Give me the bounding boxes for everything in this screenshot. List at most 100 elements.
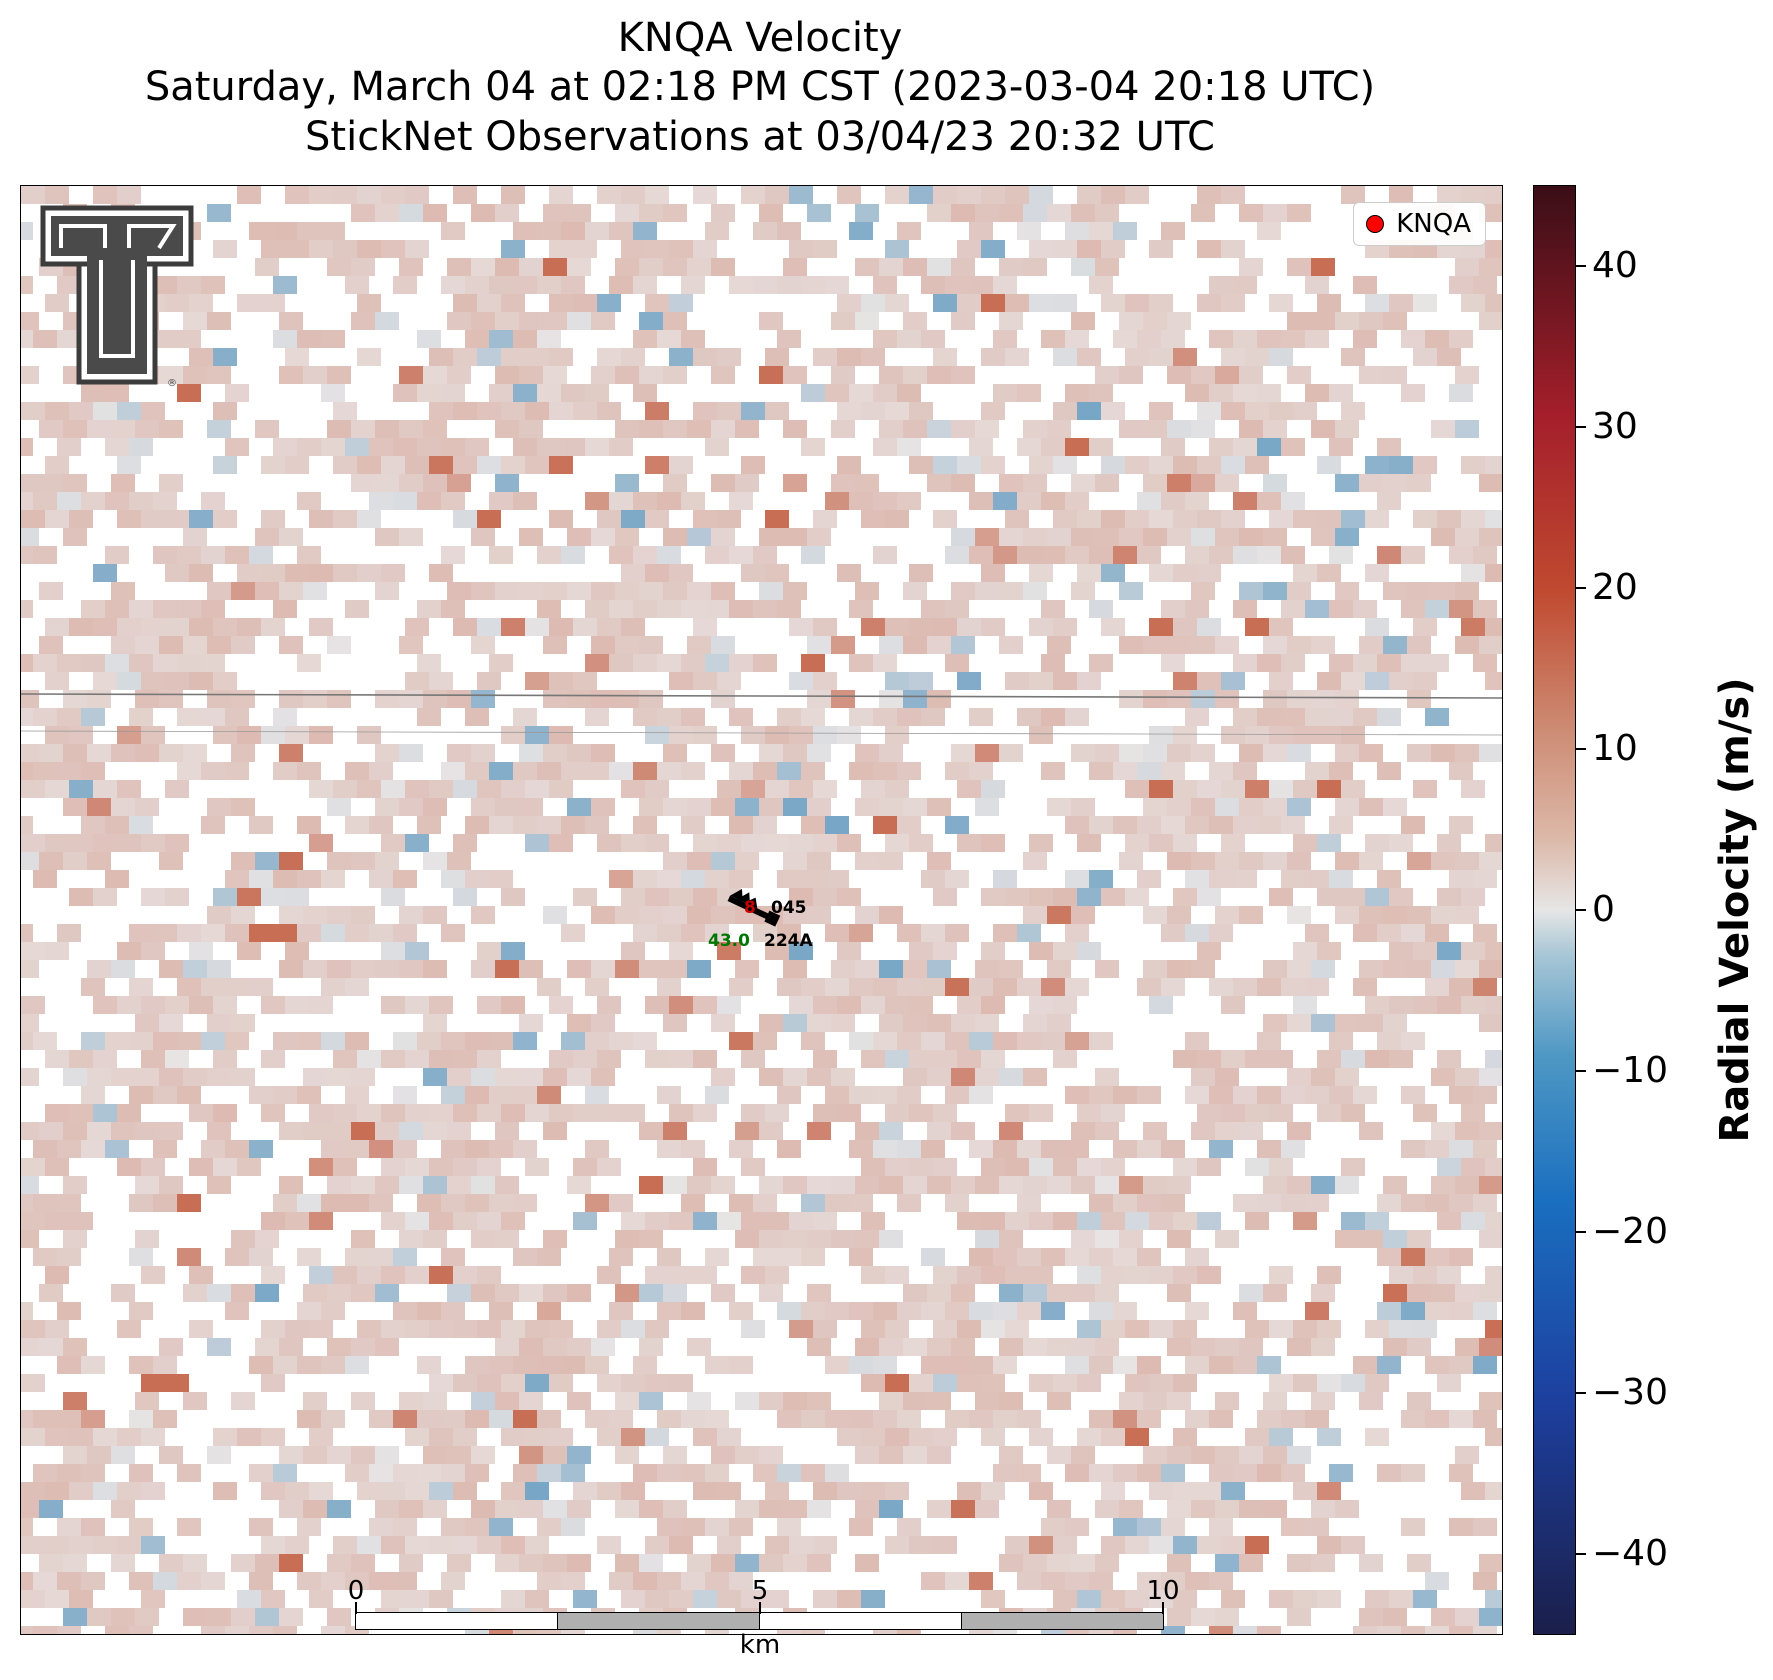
- velocity-gate: [333, 564, 357, 582]
- velocity-gate: [519, 798, 543, 816]
- velocity-gate: [729, 816, 753, 834]
- velocity-gate: [1101, 456, 1125, 474]
- velocity-gate: [669, 1104, 693, 1122]
- velocity-gate: [933, 1158, 957, 1176]
- velocity-field: [21, 186, 1502, 1634]
- velocity-gate: [381, 834, 405, 852]
- velocity-gate: [93, 672, 117, 690]
- velocity-gate: [831, 1230, 855, 1248]
- velocity-gate: [621, 834, 645, 852]
- colorbar-tick: [1576, 1231, 1586, 1234]
- velocity-gate: [441, 600, 465, 618]
- velocity-gate: [303, 582, 327, 600]
- velocity-gate: [111, 582, 135, 600]
- velocity-gate: [807, 1338, 831, 1356]
- velocity-gate: [375, 1446, 399, 1464]
- velocity-gate: [981, 348, 1005, 366]
- velocity-gate: [1413, 672, 1437, 690]
- velocity-gate: [477, 1104, 501, 1122]
- velocity-gate: [183, 744, 207, 762]
- velocity-gate: [1425, 1302, 1449, 1320]
- velocity-gate: [327, 420, 351, 438]
- velocity-gate: [1041, 546, 1065, 564]
- velocity-gate: [309, 1320, 333, 1338]
- velocity-gate: [1215, 366, 1239, 384]
- velocity-gate: [729, 546, 753, 564]
- velocity-gate: [423, 1500, 447, 1518]
- radar-map[interactable]: ® KNQA 8 045 43.0 224A: [20, 185, 1503, 1635]
- velocity-gate: [39, 1338, 63, 1356]
- velocity-gate: [285, 726, 309, 744]
- velocity-gate: [999, 1554, 1023, 1572]
- velocity-gate: [357, 1104, 381, 1122]
- velocity-gate: [1119, 744, 1143, 762]
- velocity-gate: [1359, 474, 1383, 492]
- velocity-gate: [1245, 1104, 1269, 1122]
- velocity-gate: [861, 510, 885, 528]
- velocity-gate: [1089, 1464, 1113, 1482]
- velocity-gate: [681, 1410, 705, 1428]
- velocity-gate: [405, 1050, 429, 1068]
- velocity-gate: [129, 1248, 153, 1266]
- velocity-gate: [1449, 1194, 1473, 1212]
- velocity-gate: [1167, 852, 1191, 870]
- velocity-gate: [237, 186, 261, 204]
- velocity-gate: [813, 1104, 837, 1122]
- velocity-gate: [999, 744, 1023, 762]
- velocity-gate: [273, 1032, 297, 1050]
- velocity-gate: [1269, 618, 1293, 636]
- velocity-gate: [417, 1032, 441, 1050]
- velocity-gate: [999, 258, 1023, 276]
- velocity-gate: [1431, 1122, 1455, 1140]
- velocity-gate: [465, 708, 489, 726]
- velocity-gate: [1125, 1266, 1149, 1284]
- velocity-gate: [297, 654, 321, 672]
- velocity-gate: [705, 1464, 729, 1482]
- velocity-gate: [741, 402, 765, 420]
- velocity-gate: [645, 834, 669, 852]
- velocity-gate: [801, 762, 825, 780]
- velocity-gate: [717, 780, 741, 798]
- velocity-gate: [669, 348, 693, 366]
- velocity-gate: [1431, 852, 1455, 870]
- velocity-gate: [885, 672, 909, 690]
- velocity-gate: [1167, 1554, 1191, 1572]
- velocity-gate: [63, 1176, 87, 1194]
- velocity-gate: [405, 1428, 429, 1446]
- velocity-gate: [1137, 1464, 1161, 1482]
- velocity-gate: [537, 438, 561, 456]
- velocity-gate: [735, 1500, 759, 1518]
- velocity-gate: [1341, 1212, 1365, 1230]
- velocity-gate: [105, 1140, 129, 1158]
- velocity-gate: [537, 330, 561, 348]
- velocity-gate: [1113, 330, 1137, 348]
- velocity-gate: [1101, 564, 1125, 582]
- velocity-gate: [153, 654, 177, 672]
- velocity-gate: [969, 708, 993, 726]
- velocity-gate: [297, 816, 321, 834]
- velocity-gate: [1149, 456, 1173, 474]
- velocity-gate: [1257, 978, 1281, 996]
- velocity-gate: [975, 960, 999, 978]
- velocity-gate: [1407, 1284, 1431, 1302]
- velocity-gate: [297, 1248, 321, 1266]
- velocity-gate: [1317, 1104, 1341, 1122]
- velocity-gate: [375, 852, 399, 870]
- velocity-gate: [375, 528, 399, 546]
- velocity-gate: [441, 438, 465, 456]
- velocity-gate: [1185, 816, 1209, 834]
- velocity-gate: [501, 1590, 525, 1608]
- velocity-gate: [1053, 618, 1077, 636]
- velocity-gate: [1077, 510, 1101, 528]
- velocity-gate: [309, 240, 333, 258]
- velocity-gate: [861, 1374, 885, 1392]
- velocity-gate: [855, 798, 879, 816]
- velocity-gate: [1209, 546, 1233, 564]
- velocity-gate: [321, 1626, 345, 1634]
- velocity-gate: [585, 492, 609, 510]
- velocity-gate: [1191, 528, 1215, 546]
- velocity-gate: [231, 582, 255, 600]
- velocity-gate: [1461, 294, 1485, 312]
- velocity-gate: [813, 834, 837, 852]
- velocity-gate: [1065, 330, 1089, 348]
